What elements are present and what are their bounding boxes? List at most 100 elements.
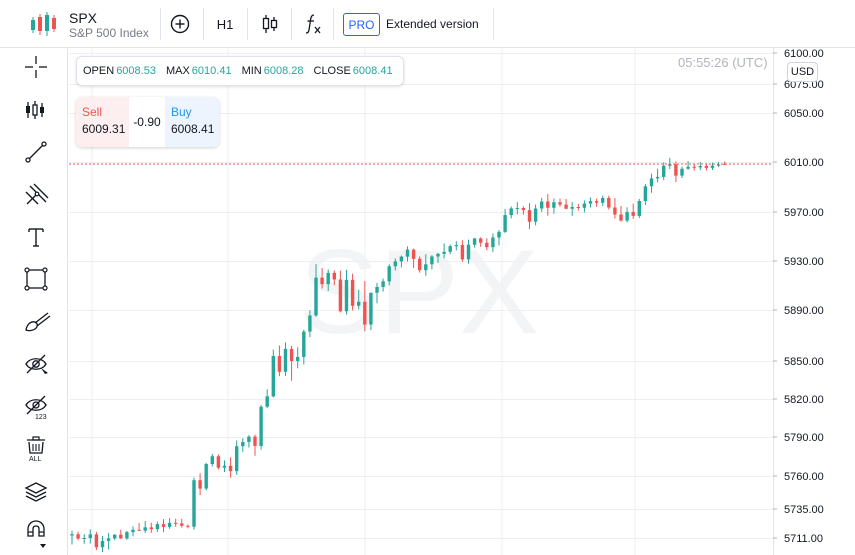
trade-panel: Sell 6009.31 -0.90 Buy 6008.41: [76, 97, 219, 147]
candle-body: [527, 210, 532, 222]
candle-body: [674, 164, 678, 176]
currency-button[interactable]: USD: [787, 62, 818, 82]
toolbar-divider: [247, 8, 248, 40]
compare-symbol-button[interactable]: [166, 10, 194, 38]
min-value: 6008.28: [263, 65, 304, 77]
candle-body: [509, 208, 513, 216]
symbol-name[interactable]: SPX: [69, 10, 98, 26]
candle-body: [186, 525, 190, 527]
add-circle-icon: [170, 14, 190, 34]
hide-labels-button[interactable]: 123: [24, 390, 64, 424]
extended-version-link[interactable]: Extended version: [386, 17, 479, 31]
pitchfork-icon: [25, 183, 49, 205]
buy-label: Buy: [171, 105, 192, 119]
candle-body: [424, 264, 428, 271]
indicators-tool-button[interactable]: [24, 93, 64, 127]
candle-body: [594, 201, 599, 203]
candle-body: [448, 246, 452, 252]
pitchfork-tool-button[interactable]: [24, 178, 64, 212]
candle-body: [332, 272, 336, 280]
hide-drawings-button[interactable]: [24, 347, 64, 381]
candle-body: [692, 166, 696, 168]
candle-body: [497, 231, 501, 238]
toolbar-divider: [493, 8, 494, 40]
toolbar-divider: [160, 8, 161, 40]
candle-body: [289, 348, 294, 361]
candle-body: [296, 356, 300, 361]
magnet-mode-button[interactable]: [24, 517, 64, 551]
timeframe-button[interactable]: H1: [212, 10, 238, 38]
candle-body: [363, 301, 367, 325]
toolbar-divider: [333, 8, 334, 40]
open-label: OPEN: [83, 65, 115, 77]
candle-body: [70, 534, 74, 536]
candle-body: [698, 166, 702, 168]
candle-body: [540, 201, 544, 209]
trend-line-tool-button[interactable]: [24, 135, 64, 169]
candle-body: [503, 215, 507, 232]
candles-logo-icon: [30, 11, 58, 37]
candle-body: [472, 238, 477, 245]
buy-button[interactable]: Buy 6008.41: [165, 97, 219, 147]
price-axis-label: 6010.00: [784, 157, 824, 169]
crosshair-tool-button[interactable]: [24, 50, 64, 84]
candle-body: [302, 331, 306, 357]
candle-body: [381, 281, 385, 287]
max-value: 6010.41: [191, 65, 232, 77]
remove-all-button[interactable]: ALL: [24, 432, 64, 466]
price-axis-label: 6050.00: [784, 108, 824, 120]
candle-body: [320, 277, 324, 285]
svg-text:ALL: ALL: [29, 456, 42, 462]
price-chart[interactable]: SPX 6100.00 6075.00 6050.00 6010.00 5970.00 59…: [69, 48, 855, 555]
chart-type-button[interactable]: [258, 10, 282, 38]
candle-body: [143, 527, 147, 531]
candle-body: [637, 201, 641, 216]
candle-body: [393, 261, 397, 267]
candle-body: [686, 166, 690, 169]
candle-body: [643, 186, 648, 201]
price-axis-label: 5820.00: [784, 394, 824, 406]
object-tree-button[interactable]: [24, 475, 64, 509]
candle-body: [265, 396, 269, 407]
candle-body: [344, 279, 349, 312]
drawing-toolbar: 123 ALL: [0, 48, 68, 555]
candle-body: [235, 446, 239, 472]
candle-body: [350, 279, 355, 306]
sell-label: Sell: [82, 105, 103, 119]
toolbar-divider: [203, 8, 204, 40]
hide-labels-icon: 123: [25, 395, 47, 420]
candle-body: [174, 522, 178, 524]
candle-body: [405, 249, 410, 257]
close-label: CLOSE: [313, 65, 351, 77]
candle-body: [204, 464, 208, 489]
hide-drawings-icon: [25, 354, 48, 374]
indicators-button[interactable]: [302, 10, 324, 38]
chart-area[interactable]: SPX 6100.00 6075.00 6050.00 6010.00 5970.00 59…: [69, 48, 855, 555]
price-axis-label: 5970.00: [784, 207, 824, 219]
remove-all-icon: ALL: [27, 436, 45, 462]
brush-tool-button[interactable]: [24, 305, 64, 339]
candle-body: [485, 242, 489, 248]
candle-body: [119, 534, 123, 539]
candle-body: [326, 272, 330, 285]
candle-body: [308, 315, 312, 332]
candle-body: [167, 522, 172, 527]
text-tool-button[interactable]: [24, 220, 64, 254]
candle-body: [314, 277, 318, 316]
candle-body: [466, 244, 471, 260]
candle-body: [283, 348, 288, 372]
max-label: MAX: [165, 65, 190, 77]
sell-button[interactable]: Sell 6009.31: [76, 97, 129, 147]
pro-badge[interactable]: PRO: [343, 13, 380, 36]
candle-body: [680, 168, 684, 176]
rectangle-tool-button[interactable]: [24, 262, 64, 296]
candle-body: [655, 176, 660, 179]
candle-body: [253, 436, 257, 446]
brush-icon: [25, 312, 51, 332]
rectangle-icon: [24, 267, 48, 291]
price-axis-label: 6100.00: [784, 48, 824, 60]
price-axis-label: 6075.00: [784, 79, 824, 91]
candle-body: [631, 212, 635, 216]
candle-body: [668, 164, 672, 166]
function-icon: [305, 14, 321, 34]
